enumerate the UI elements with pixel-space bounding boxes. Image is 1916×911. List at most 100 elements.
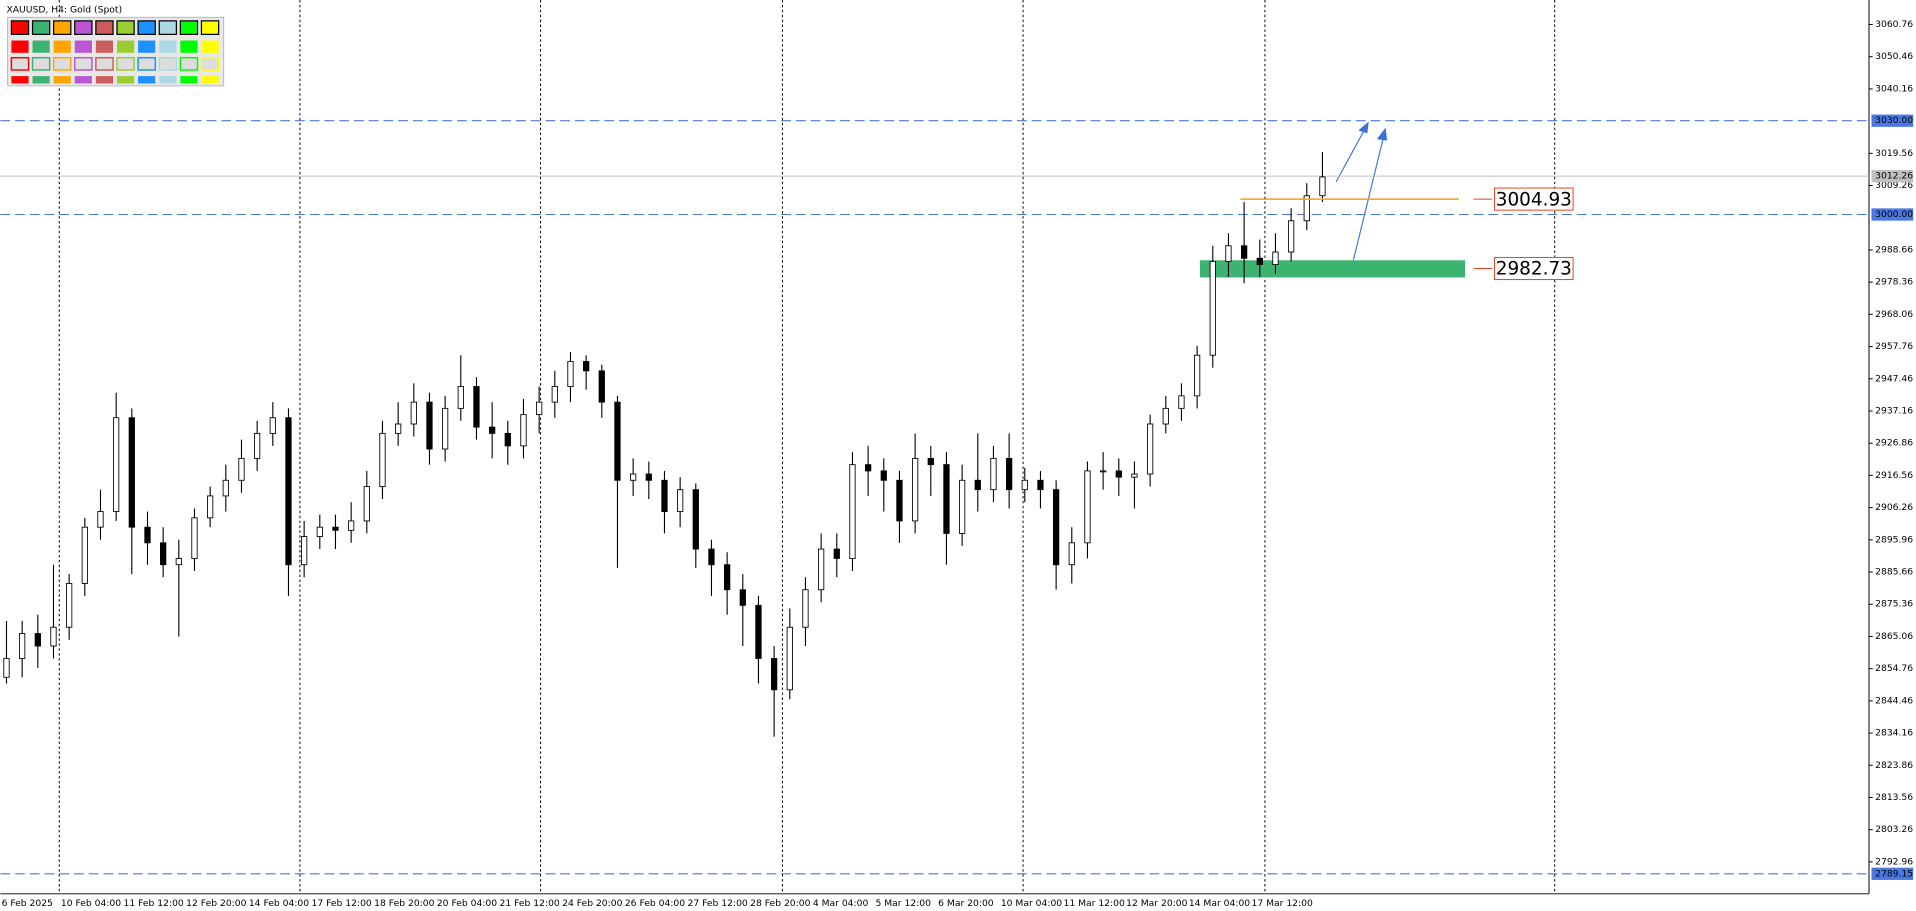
swatch — [138, 76, 156, 84]
x-tick-label: 6 Feb 2025 — [2, 898, 53, 909]
candle-body — [864, 464, 872, 472]
swatch — [116, 56, 135, 71]
candle-body — [191, 517, 198, 559]
swatch — [31, 20, 51, 35]
y-tick-label: 3060.76 — [1875, 19, 1913, 30]
swatch — [158, 20, 178, 35]
candle-body — [567, 361, 574, 387]
candle-body — [1146, 423, 1154, 475]
y-tick-label: 2792.96 — [1875, 856, 1913, 867]
candle-body — [724, 564, 731, 591]
candle-body — [285, 417, 292, 566]
candle-body — [1209, 260, 1216, 356]
swatch — [95, 40, 114, 53]
candle-body — [222, 479, 229, 497]
y-tick-label: 2854.76 — [1875, 663, 1913, 674]
y-tick-label: 2875.36 — [1875, 599, 1913, 610]
arrow — [1335, 127, 1367, 182]
candle-body — [598, 370, 605, 403]
candle-body — [880, 470, 887, 481]
y-tick-label: 3009.26 — [1875, 180, 1913, 191]
candle-body — [974, 479, 981, 491]
candle-body — [943, 464, 950, 534]
candle-body — [849, 464, 856, 559]
arrow-head — [1358, 121, 1369, 134]
swatch — [180, 40, 198, 53]
candle-body — [536, 401, 543, 416]
swatch — [137, 20, 156, 35]
candle-body — [160, 542, 167, 566]
y-tick-label: 2906.26 — [1875, 502, 1913, 513]
candle-body — [1037, 479, 1044, 491]
x-tick-label: 21 Feb 12:00 — [500, 898, 560, 909]
candle-body — [50, 626, 57, 647]
candle-body — [896, 479, 903, 522]
candle-body — [1162, 407, 1169, 425]
y-tick-label: 2895.96 — [1875, 534, 1913, 545]
x-tick-label: 24 Feb 20:00 — [562, 898, 622, 909]
candle-body — [786, 626, 793, 691]
candle-body — [1068, 542, 1075, 566]
candle-body — [1021, 479, 1028, 491]
candle-body — [583, 361, 590, 372]
price-label: 3000.00 — [1875, 209, 1913, 220]
x-tick-label: 10 Feb 04:00 — [61, 898, 121, 909]
candle-body — [551, 386, 558, 403]
x-tick-label: 20 Feb 04:00 — [437, 898, 497, 909]
swatch — [10, 56, 30, 71]
x-tick-label: 27 Feb 12:00 — [687, 898, 747, 909]
x-tick-label: 12 Mar 20:00 — [1126, 898, 1187, 909]
swatch — [95, 56, 114, 71]
y-tick-label: 2844.46 — [1875, 695, 1913, 706]
candle-body — [614, 401, 621, 481]
candle-body — [363, 486, 370, 522]
level-label-box — [1494, 187, 1574, 211]
candle-body — [504, 432, 511, 447]
candle-body — [238, 457, 245, 481]
candle-body — [379, 432, 386, 487]
y-tick-label: 2988.66 — [1875, 244, 1913, 255]
price-label: 2789.15 — [1875, 868, 1913, 879]
x-tick-label: 4 Mar 04:00 — [813, 898, 869, 909]
y-tick-label: 2968.06 — [1875, 309, 1913, 320]
candle-body — [316, 526, 323, 537]
y-tick-label: 2885.66 — [1875, 567, 1913, 578]
candle-body — [34, 633, 41, 647]
candle-body — [692, 489, 699, 550]
candle-body — [442, 407, 449, 450]
swatch — [159, 76, 177, 84]
swatch — [11, 40, 29, 53]
swatch — [138, 40, 156, 53]
candle-body — [175, 558, 182, 566]
y-tick-label: 3050.46 — [1875, 51, 1913, 62]
y-tick-label: 2823.86 — [1875, 760, 1913, 771]
swatch — [179, 56, 199, 71]
swatch — [116, 76, 135, 84]
candle-body — [269, 417, 276, 434]
x-tick-label: 28 Feb 20:00 — [750, 898, 810, 909]
arrows — [1335, 121, 1388, 261]
y-tick-label: 2978.36 — [1875, 277, 1913, 288]
chart-title: XAUUSD, H4: Gold (Spot) — [6, 4, 122, 15]
y-tick-label: 2926.86 — [1875, 438, 1913, 449]
y-tick-label: 2834.16 — [1875, 728, 1913, 739]
candle-body — [1115, 470, 1122, 478]
candle-body — [1099, 470, 1107, 473]
candle-body — [990, 457, 997, 491]
swatch — [31, 56, 51, 71]
candle-body — [66, 583, 73, 628]
swatch — [53, 20, 72, 35]
x-tick-label: 26 Feb 04:00 — [625, 898, 685, 909]
swatch — [116, 40, 135, 53]
candle-body — [661, 479, 668, 512]
swatch — [201, 40, 219, 53]
candle-body — [770, 658, 778, 691]
swatch — [159, 40, 177, 53]
color-palette — [7, 16, 225, 87]
candle-body — [473, 386, 480, 428]
candle-body — [1225, 245, 1232, 262]
arrow-head — [1376, 127, 1388, 141]
swatch — [95, 20, 114, 35]
swatch — [180, 76, 198, 84]
